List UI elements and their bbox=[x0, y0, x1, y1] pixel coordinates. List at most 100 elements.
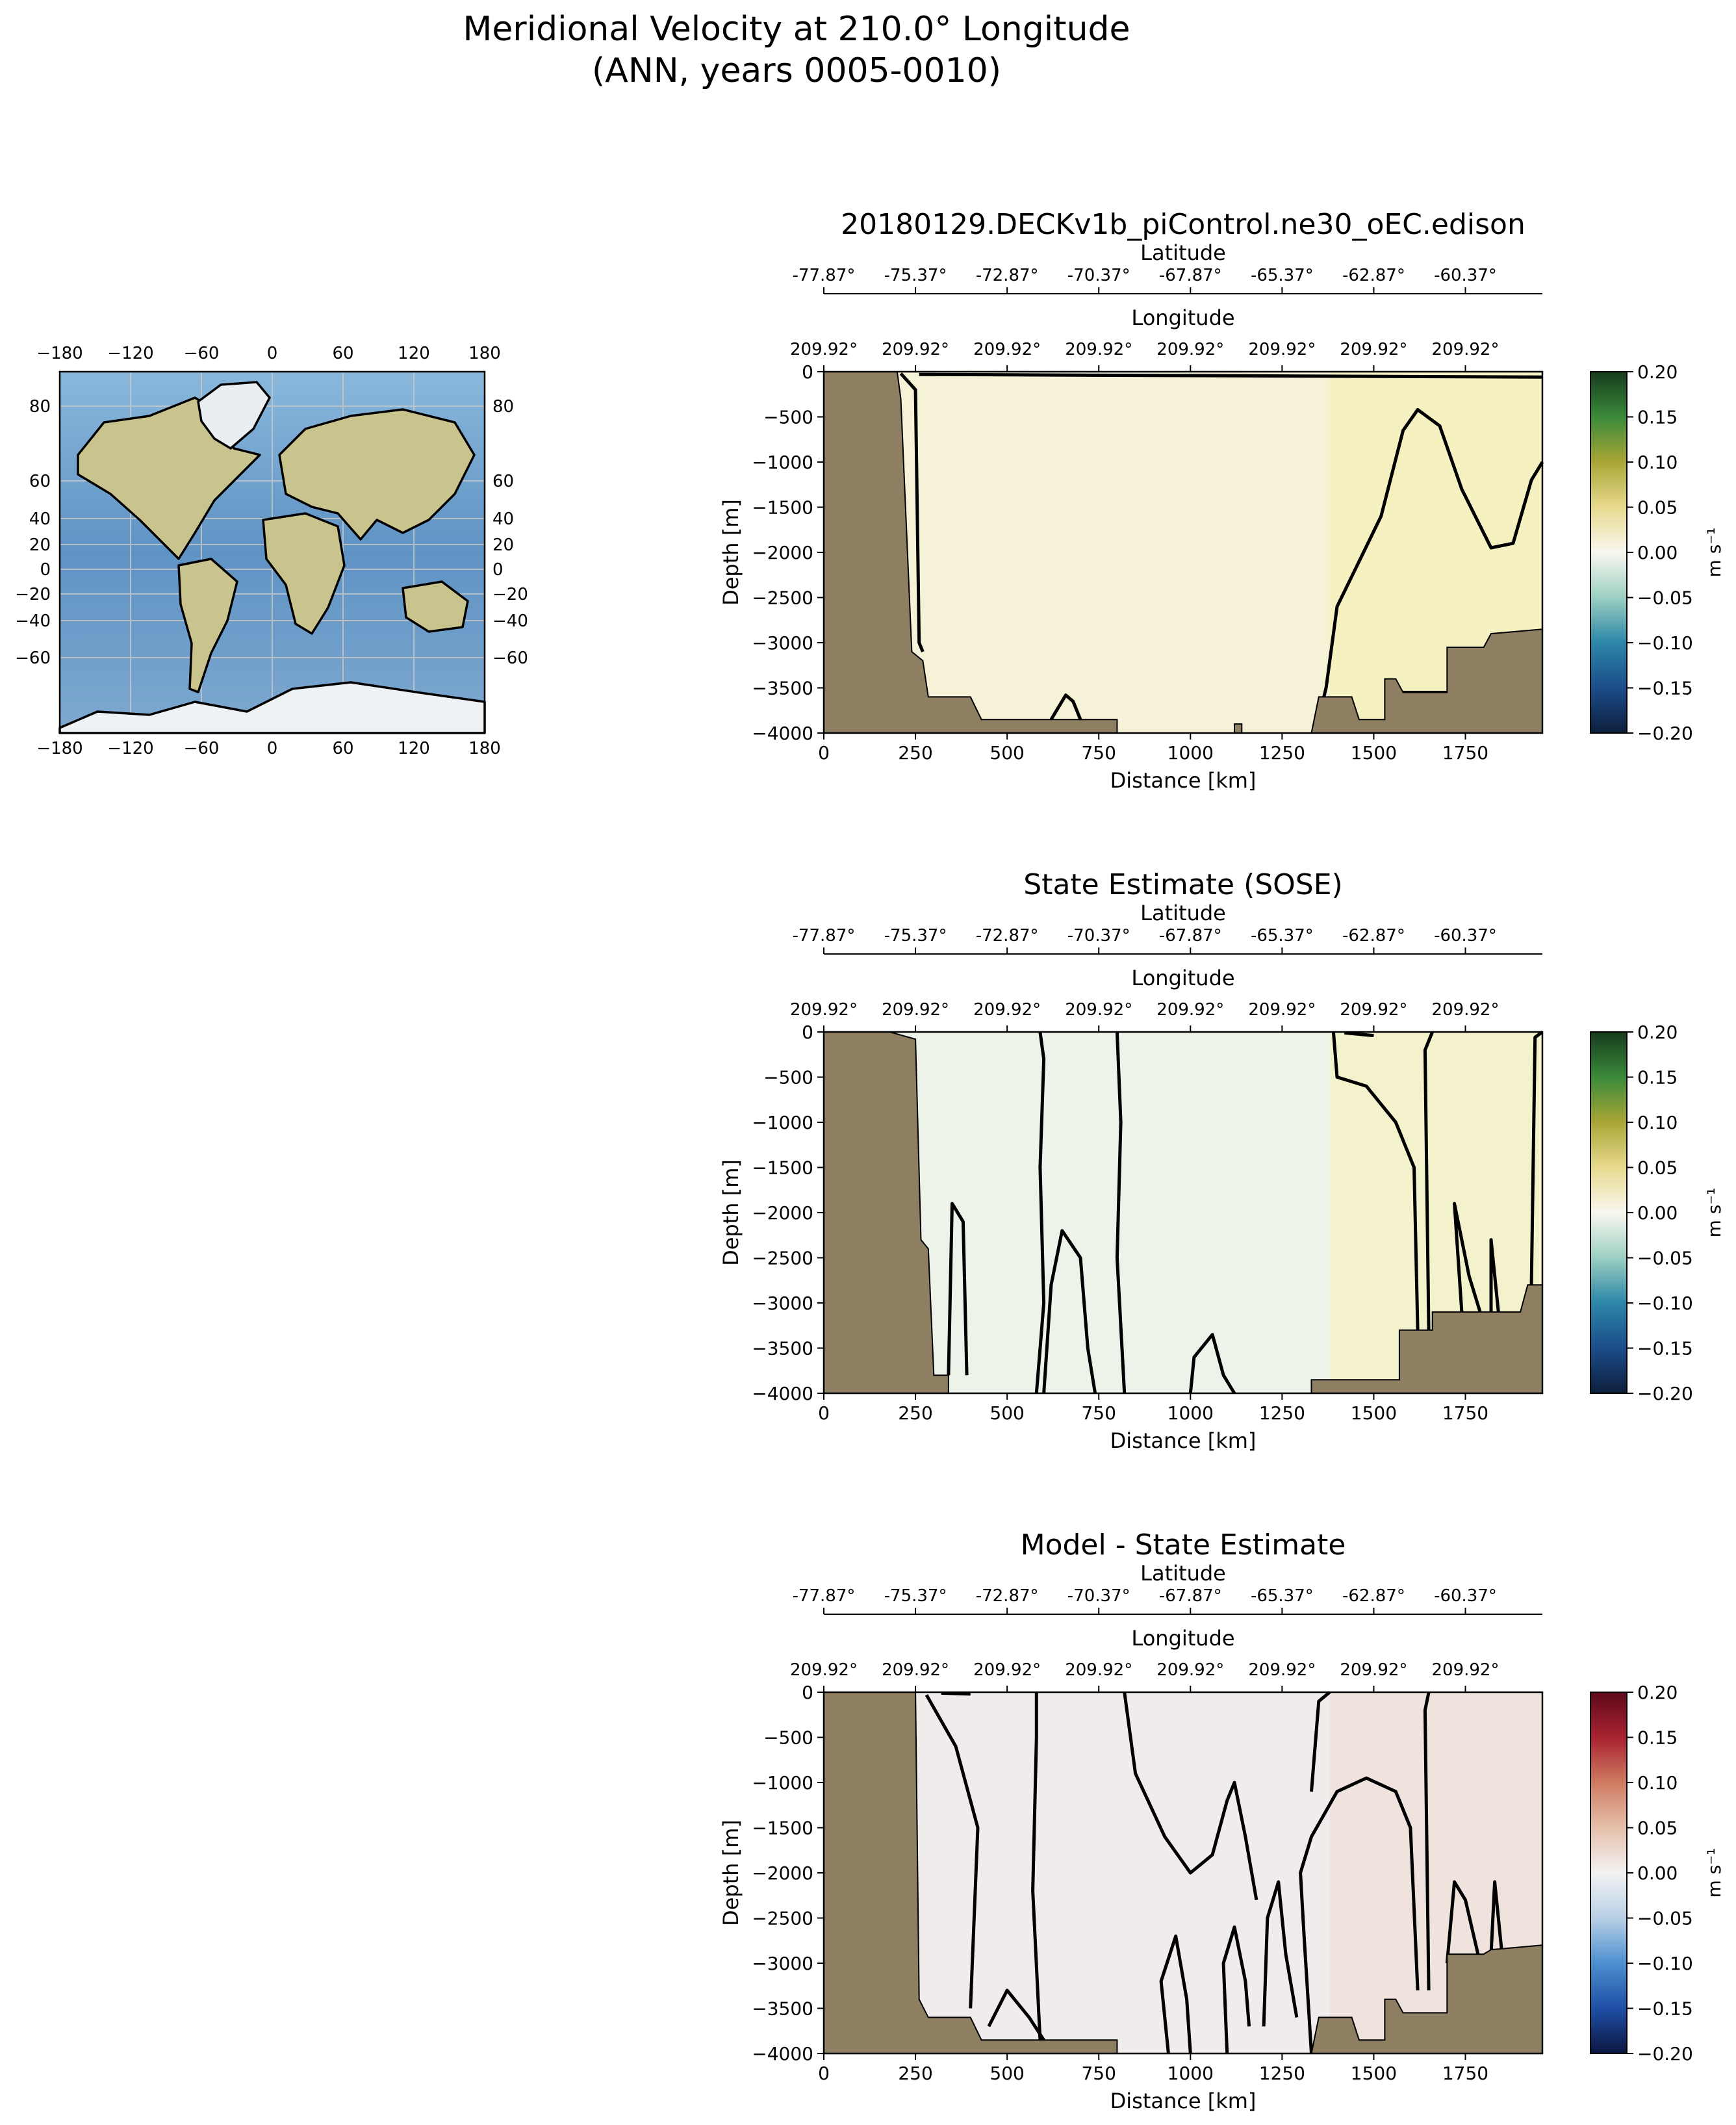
zero-contour-line bbox=[987, 1989, 1045, 2041]
colorbar-tick-label: 0.15 bbox=[1637, 407, 1678, 428]
map-x-tick-bottom: −120 bbox=[107, 739, 153, 758]
y-tick-label: −500 bbox=[763, 407, 813, 428]
x-tick-label: 0 bbox=[818, 742, 830, 764]
latitude-tick-label: -75.37° bbox=[884, 266, 947, 285]
map-y-tick-left: −40 bbox=[15, 612, 51, 631]
x-tick-label: 250 bbox=[898, 742, 932, 764]
colorbar-tick-label: 0.00 bbox=[1637, 1202, 1678, 1224]
zero-contour-line bbox=[1031, 1692, 1042, 2041]
panel-title: 20180129.DECKv1b_piControl.ne30_oEC.edis… bbox=[841, 208, 1525, 241]
zero-contour-line bbox=[1042, 1229, 1097, 1394]
latitude-tick-label: -65.37° bbox=[1251, 1586, 1314, 1606]
colorbar bbox=[1590, 1692, 1628, 2054]
latitude-axis-label: Latitude bbox=[1140, 240, 1226, 265]
longitude-tick-label: 209.92° bbox=[882, 1660, 949, 1680]
colorbar-tick-label: 0.00 bbox=[1637, 1862, 1678, 1884]
colorbar-tick-label: 0.15 bbox=[1637, 1067, 1678, 1088]
bathymetry-land bbox=[823, 1692, 1543, 2054]
longitude-tick-label: 209.92° bbox=[973, 340, 1041, 359]
zero-contour-line bbox=[1529, 1030, 1544, 1285]
map-y-tick-left: 80 bbox=[29, 397, 51, 417]
y-tick-label: −2500 bbox=[752, 1248, 813, 1269]
colorbar-label: m s⁻¹ bbox=[1704, 1188, 1725, 1238]
map-x-tick-bottom: 0 bbox=[267, 739, 278, 758]
y-tick-label: −4000 bbox=[752, 2043, 813, 2065]
x-tick-label: 1750 bbox=[1442, 2063, 1488, 2084]
colorbar-tick-label: 0.10 bbox=[1637, 452, 1678, 473]
longitude-tick-label: 209.92° bbox=[882, 1000, 949, 1020]
longitude-tick-label: 209.92° bbox=[882, 340, 949, 359]
map-ticks: −180 −180 −120 −120 −60 −60 0 0 60 60 120 120 180 180… bbox=[15, 344, 528, 758]
y-tick-label: 0 bbox=[802, 1022, 813, 1043]
colorbar-tick-label: −0.20 bbox=[1637, 723, 1693, 744]
zero-contour-line bbox=[1123, 1692, 1258, 1901]
zero-contour-line bbox=[1313, 407, 1544, 734]
latitude-tick-label: -77.87° bbox=[793, 926, 856, 946]
panel-title: Model - State Estimate bbox=[1021, 1528, 1346, 1562]
zero-contour-line bbox=[947, 1202, 969, 1376]
x-tick-label: 1250 bbox=[1259, 1402, 1305, 1424]
zero-contour-line bbox=[1423, 1031, 1435, 1330]
latitude-tick-label: -65.37° bbox=[1251, 266, 1314, 285]
latitude-tick-label: -60.37° bbox=[1434, 266, 1497, 285]
latitude-tick-label: -67.87° bbox=[1159, 926, 1222, 946]
y-tick-label: −500 bbox=[763, 1067, 813, 1088]
latitude-tick-label: -65.37° bbox=[1251, 926, 1314, 946]
x-tick-label: 1500 bbox=[1351, 1402, 1397, 1424]
colorbar-tick-label: 0.00 bbox=[1637, 542, 1678, 563]
latitude-tick-label: -72.87° bbox=[976, 1586, 1039, 1606]
x-tick-label: 250 bbox=[898, 1402, 932, 1424]
y-tick-label: −1000 bbox=[752, 452, 813, 473]
figure-title-line2: (ANN, years 0005-0010) bbox=[592, 51, 1001, 90]
world-map: −180 −180 −120 −120 −60 −60 0 0 60 60 120 120 180 180… bbox=[15, 344, 528, 758]
map-x-tick-bottom: −60 bbox=[184, 739, 220, 758]
panel-title: State Estimate (SOSE) bbox=[1023, 868, 1342, 901]
y-tick-label: −1500 bbox=[752, 1157, 813, 1179]
map-y-tick-left: 20 bbox=[29, 535, 51, 555]
zero-contour-line bbox=[1489, 1238, 1500, 1313]
colorbar-tick-label: 0.05 bbox=[1637, 1157, 1678, 1179]
zero-contour-line bbox=[1049, 693, 1082, 721]
latitude-tick-label: -60.37° bbox=[1434, 1586, 1497, 1606]
latitude-tick-label: -75.37° bbox=[884, 1586, 947, 1606]
x-tick-label: 1750 bbox=[1442, 742, 1488, 764]
colorbar-tick-label: 0.15 bbox=[1637, 1727, 1678, 1749]
longitude-tick-label: 209.92° bbox=[1065, 340, 1132, 359]
colorbar-tick-label: −0.15 bbox=[1637, 1998, 1693, 2020]
longitude-tick-label: 209.92° bbox=[1156, 1660, 1224, 1680]
map-y-tick-right: 0 bbox=[492, 560, 504, 580]
y-tick-label: −1500 bbox=[752, 1818, 813, 1839]
x-tick-label: 500 bbox=[989, 742, 1024, 764]
zero-contour-line bbox=[1188, 1333, 1236, 1395]
y-tick-label: −4000 bbox=[752, 1383, 813, 1404]
map-x-tick-bottom: 120 bbox=[398, 739, 430, 758]
longitude-tick-label: 209.92° bbox=[1248, 1660, 1316, 1680]
zero-contour-line bbox=[1489, 1880, 1504, 1955]
section-panel-1: 20180129.DECKv1b_piControl.ne30_oEC.edis… bbox=[719, 208, 1725, 793]
panels: 20180129.DECKv1b_piControl.ne30_oEC.edis… bbox=[719, 208, 1725, 2113]
x-tick-label: 1500 bbox=[1351, 2063, 1397, 2084]
zero-contour-line bbox=[1445, 1880, 1482, 1964]
map-land bbox=[58, 381, 486, 734]
longitude-tick-label: 209.92° bbox=[1156, 1000, 1224, 1020]
figure-title-line1: Meridional Velocity at 210.0° Longitude bbox=[463, 10, 1130, 49]
map-y-tick-left: 60 bbox=[29, 472, 51, 491]
zero-contour-line bbox=[1034, 1031, 1046, 1394]
x-tick-label: 1750 bbox=[1442, 1402, 1488, 1424]
map-y-tick-left: 40 bbox=[29, 509, 51, 529]
map-x-tick-top: 120 bbox=[398, 344, 430, 363]
latitude-axis-label: Latitude bbox=[1140, 901, 1226, 925]
landmass-africa bbox=[262, 512, 346, 635]
longitude-tick-label: 209.92° bbox=[973, 1000, 1041, 1020]
y-tick-label: −1000 bbox=[752, 1112, 813, 1133]
zero-contour-line bbox=[899, 372, 925, 652]
zero-contour-line bbox=[1262, 1880, 1299, 2027]
map-y-tick-right: 40 bbox=[492, 509, 514, 529]
zero-contour-line bbox=[1299, 1776, 1420, 2054]
zero-contour-line bbox=[1331, 1031, 1420, 1330]
y-tick-label: −3500 bbox=[752, 678, 813, 699]
latitude-axis-label: Latitude bbox=[1140, 1561, 1226, 1586]
map-frame bbox=[58, 370, 486, 734]
